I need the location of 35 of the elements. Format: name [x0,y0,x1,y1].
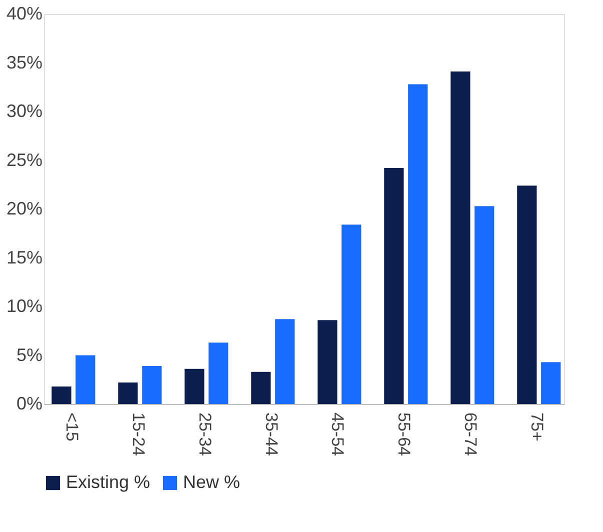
bar [118,382,138,404]
x-tick-label: 15-24 [128,412,148,456]
x-tick-label: 55-64 [394,412,414,456]
bar [52,386,72,404]
x-tick-label: 75+ [528,412,547,442]
legend-label: New % [183,472,240,492]
legend-label: Existing % [66,472,150,492]
bar [342,224,362,404]
y-tick-label: 10% [6,296,42,316]
bar [76,355,96,404]
x-tick-label: 25-34 [195,412,214,456]
bar [541,362,561,404]
bar [517,186,537,404]
x-tick-label: <15 [62,412,82,442]
y-tick-label: 15% [6,247,42,268]
x-tick-label: 45-54 [328,412,348,456]
bar [208,342,228,404]
bar [184,368,204,404]
bar [318,320,338,404]
bar [384,168,404,404]
bar [408,84,428,404]
bar [142,366,162,404]
y-tick-label: 20% [6,198,42,218]
x-tick-label: 35-44 [262,412,281,456]
y-tick-label: 0% [16,394,42,414]
bar [450,72,470,404]
y-tick-label: 40% [6,4,42,24]
bar [251,372,271,404]
y-tick-label: 25% [6,150,42,170]
y-tick-label: 5% [16,344,42,365]
y-tick-label: 35% [6,52,42,72]
bar [474,206,494,404]
x-tick-label: 65-74 [461,412,480,456]
y-tick-label: 30% [6,101,42,121]
bar [275,319,295,404]
